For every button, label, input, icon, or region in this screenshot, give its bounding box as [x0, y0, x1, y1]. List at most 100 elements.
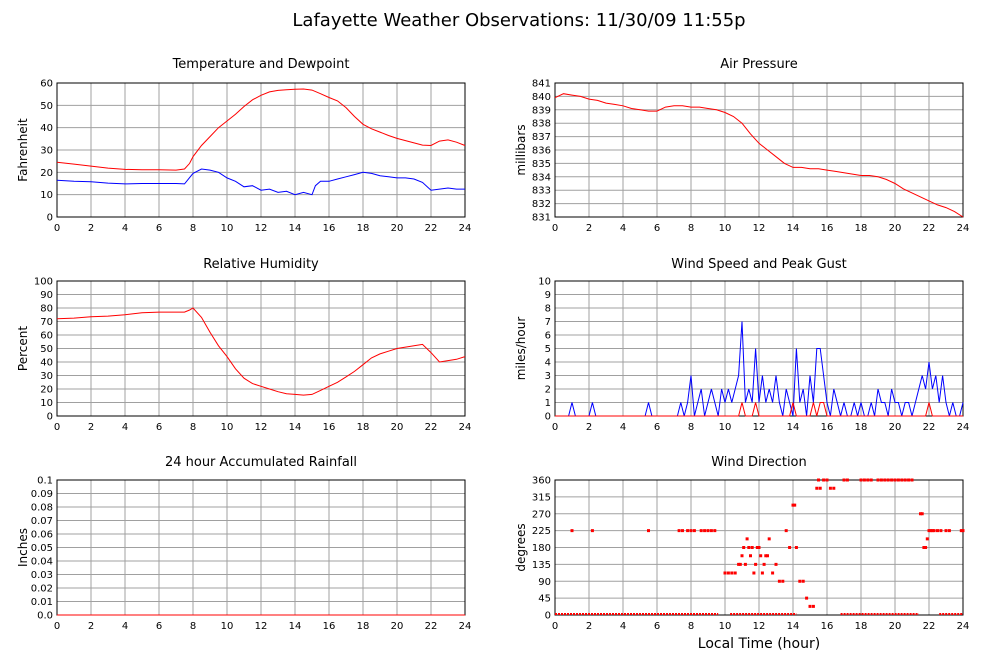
y-tick-label: 50	[40, 101, 53, 112]
x-tick-label: 0	[552, 422, 558, 433]
y-tick-label: 1	[545, 398, 551, 409]
wind-direction-point	[745, 537, 749, 541]
wind-direction-point	[764, 554, 768, 558]
wind-direction-point	[706, 529, 710, 533]
y-tick-label: 60	[40, 79, 53, 90]
wind-direction-point	[784, 529, 788, 533]
y-tick-label: 0.1	[37, 476, 53, 487]
x-tick-label: 18	[855, 621, 868, 632]
x-tick-label: 20	[889, 621, 902, 632]
chart-title: Air Pressure	[720, 57, 798, 72]
wind-direction-point	[774, 562, 778, 566]
x-tick-label: 2	[88, 223, 94, 234]
x-tick-label: 6	[156, 621, 162, 632]
wind-direction-point	[818, 486, 822, 490]
x-tick-label: 6	[654, 223, 660, 234]
y-tick-label: 833	[532, 186, 551, 197]
wind-direction-point	[828, 486, 832, 490]
y-tick-label: 0	[545, 412, 551, 423]
wind-direction-point	[703, 529, 707, 533]
wind-direction-point	[910, 478, 914, 482]
x-tick-label: 12	[753, 223, 766, 234]
wind-direction-point	[805, 596, 809, 600]
wind-direction-point	[771, 571, 775, 575]
rainfall-panel: 0 2 4 6 8 10 12 14 16 18 20 22 240.00.010.020.030.04…	[16, 455, 471, 632]
x-tick-label: 0	[552, 621, 558, 632]
wind-direction-point	[959, 529, 963, 533]
x-tick-label: 2	[586, 621, 592, 632]
air-pressure-series-0-line	[554, 93, 964, 218]
wind-direction-point	[749, 554, 752, 558]
x-tick-label: 0	[54, 223, 60, 234]
wind-direction-point	[944, 529, 948, 533]
y-tick-label: 0.05	[31, 543, 53, 554]
y-tick-label: 835	[532, 159, 551, 170]
x-tick-label: 2	[88, 621, 94, 632]
y-tick-label: 0	[47, 412, 53, 423]
x-tick-label: 16	[821, 223, 834, 234]
x-tick-label: 8	[688, 422, 694, 433]
y-tick-label: 0.08	[31, 503, 53, 514]
x-tick-label: 18	[357, 223, 370, 234]
x-tick-label: 0	[54, 422, 60, 433]
wind-direction-point	[927, 529, 931, 533]
x-tick-label: 16	[323, 223, 336, 234]
wind-direction-point	[922, 546, 926, 549]
y-tick-label: 841	[532, 79, 551, 90]
wind-direction-point	[777, 579, 781, 583]
wind-direction-point	[723, 571, 727, 575]
x-tick-label: 16	[821, 422, 834, 433]
y-tick-label: 0	[47, 213, 53, 224]
wind-direction-point	[925, 537, 929, 541]
x-tick-label: 18	[855, 422, 868, 433]
x-tick-label: 0	[552, 223, 558, 234]
x-tick-label: 22	[425, 223, 438, 234]
temperature-dewpoint-panel: 0 2 4 6 8 10 12 14 16 18 20 22 240102030405060Temper…	[16, 57, 471, 234]
x-tick-label: 2	[586, 422, 592, 433]
y-tick-label: 20	[40, 168, 53, 179]
wind-direction-point	[929, 529, 933, 533]
wind-direction-point	[754, 562, 758, 566]
wind-direction-point	[939, 529, 943, 533]
wind-direction-point	[755, 546, 759, 549]
wind-direction-point	[845, 478, 849, 482]
y-tick-label: 0.02	[31, 584, 53, 595]
y-tick-label: 8	[545, 304, 551, 315]
wind-direction-point	[681, 529, 684, 533]
wind-direction-point	[677, 529, 681, 533]
y-tick-label: 831	[532, 213, 551, 224]
x-tick-label: 4	[620, 621, 626, 632]
y-tick-label: 10	[40, 398, 53, 409]
y-tick-label: 832	[532, 199, 551, 210]
y-tick-label: 270	[532, 509, 551, 520]
wind-direction-point	[869, 478, 873, 482]
x-tick-label: 20	[391, 422, 404, 433]
x-tick-label: 12	[753, 621, 766, 632]
wind-direction-point	[890, 478, 894, 482]
wind-direction-point	[822, 478, 826, 482]
y-tick-label: 70	[40, 317, 53, 328]
y-tick-label: 838	[532, 119, 551, 130]
wind-direction-point	[859, 478, 863, 482]
wind-direction-point	[893, 478, 897, 482]
x-tick-label: 10	[221, 223, 234, 234]
x-tick-label: 6	[156, 223, 162, 234]
wind-direction-point	[740, 554, 744, 558]
x-tick-label: 8	[190, 223, 196, 234]
wind-direction-point	[900, 478, 904, 482]
y-tick-label: 135	[532, 560, 551, 571]
y-axis-label: Inches	[16, 528, 30, 567]
y-tick-label: 9	[545, 290, 551, 301]
y-tick-label: 0.01	[31, 597, 53, 608]
x-tick-label: 24	[459, 621, 472, 632]
y-tick-label: 50	[40, 344, 53, 355]
wind-direction-point	[699, 529, 703, 533]
x-tick-label: 8	[190, 621, 196, 632]
wind-direction-point	[817, 478, 820, 482]
wind-direction-point	[709, 529, 713, 533]
y-tick-label: 225	[532, 526, 551, 537]
wind-direction-point	[896, 478, 900, 482]
wind-direction-point	[936, 529, 939, 533]
y-tick-label: 30	[40, 371, 53, 382]
